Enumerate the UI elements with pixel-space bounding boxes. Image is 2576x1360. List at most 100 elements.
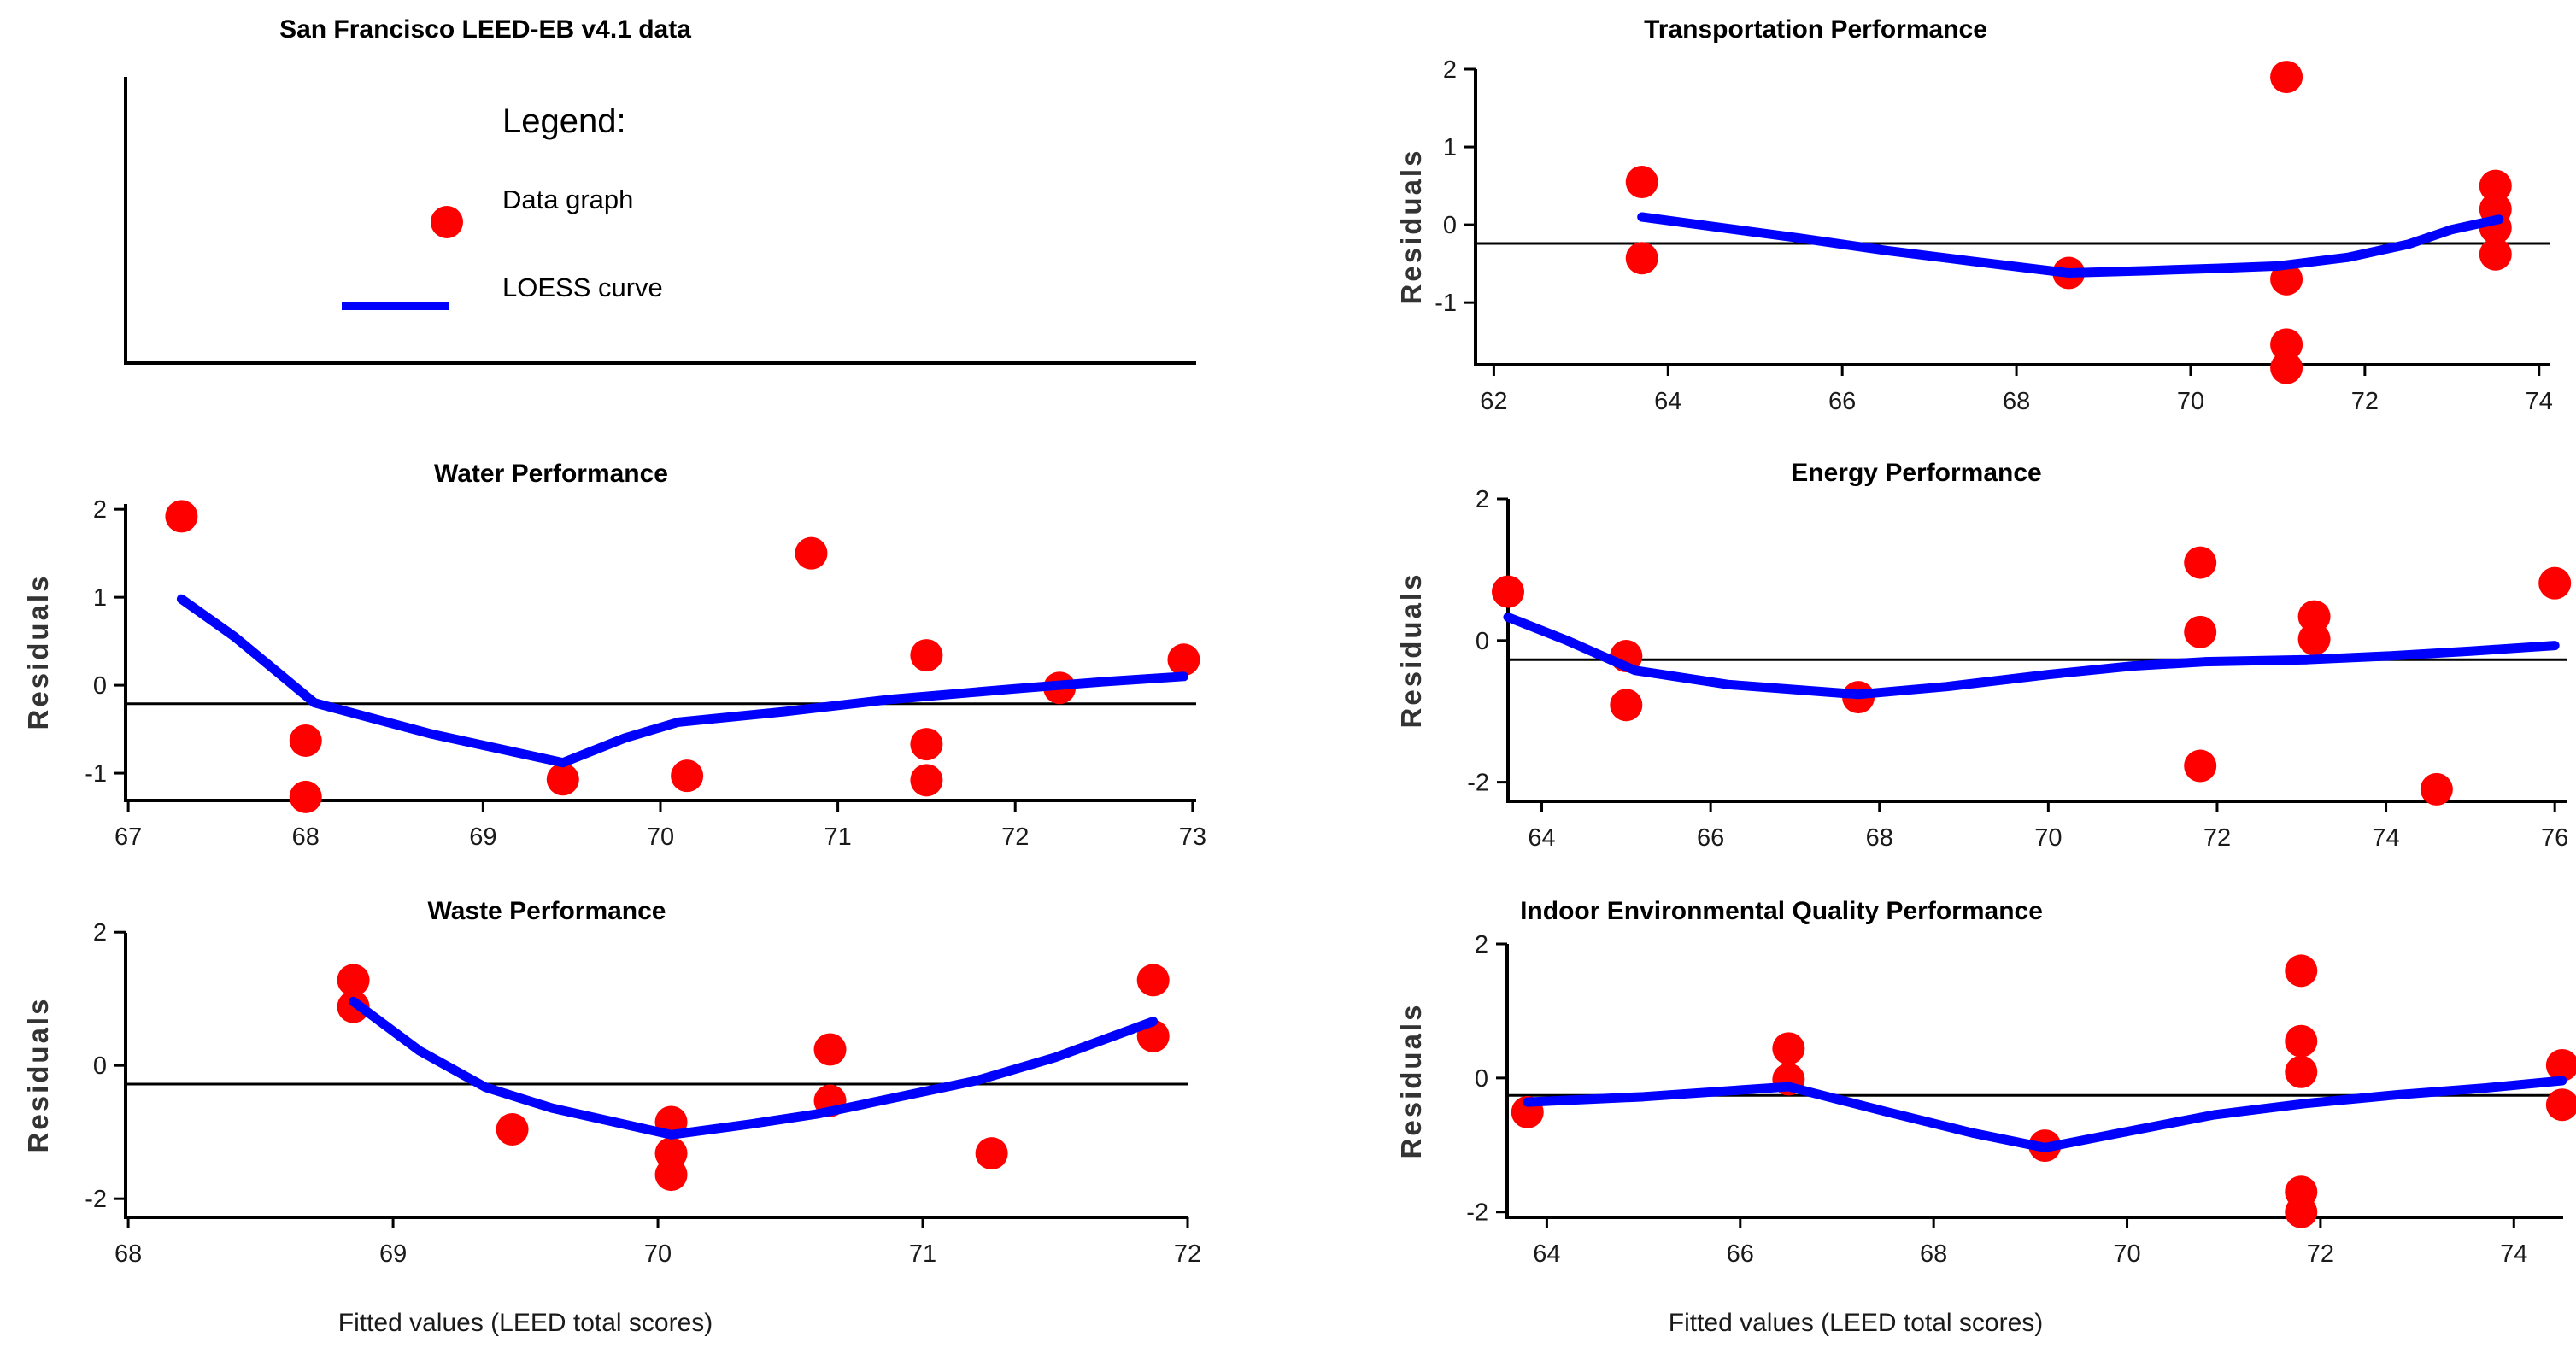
data-point	[1610, 689, 1643, 722]
x-tick-label: 74	[2372, 824, 2399, 852]
y-tick-label: 2	[1476, 486, 1489, 513]
data-point	[2270, 262, 2303, 296]
data-point	[1492, 575, 1524, 608]
panel-title-water: Water Performance	[434, 460, 668, 488]
x-tick-label: 68	[1866, 824, 1893, 852]
y-tick-label: -2	[1467, 770, 1489, 797]
panel-waste: -2 0 2 68 69 70 71 72	[85, 919, 1201, 1268]
x-tick-label: 72	[2351, 388, 2379, 415]
data-point	[2538, 566, 2572, 600]
data-point	[2479, 169, 2512, 202]
data-point	[2285, 954, 2318, 988]
data-point	[2545, 1048, 2576, 1082]
y-tick-label: 2	[93, 919, 107, 947]
data-point	[546, 763, 579, 796]
red-dot-icon	[431, 206, 463, 238]
data-point	[975, 1137, 1008, 1170]
y-tick-label: 0	[93, 672, 107, 700]
data-point	[2184, 546, 2217, 579]
axis	[1474, 69, 2550, 366]
loess-curve	[1503, 612, 2560, 700]
loess-curve	[176, 594, 1188, 768]
panel-ieq: -2 0 2 64 66 68 70 72 74	[1466, 931, 2576, 1268]
y-tick-label: 1	[93, 584, 107, 612]
data-point	[671, 759, 704, 793]
x-tick-label: 64	[1654, 388, 1681, 415]
data-point	[2545, 1088, 2576, 1122]
y-axis-label-transportation: Residuals	[1395, 148, 1427, 305]
data-point	[910, 764, 943, 797]
y-tick-label: 1	[1443, 134, 1457, 161]
legend-item-data-graph-label: Data graph	[502, 185, 634, 214]
data-point	[337, 964, 370, 997]
x-tick-label: 64	[1528, 824, 1555, 852]
data-point	[289, 724, 322, 757]
data-point	[1772, 1032, 1805, 1065]
y-tick-label: 2	[1475, 931, 1488, 958]
axis	[124, 504, 1196, 802]
axis	[1505, 944, 2563, 1219]
legend-panel-title: San Francisco LEED-EB v4.1 data	[279, 15, 691, 44]
x-tick-label: 70	[2113, 1240, 2140, 1268]
x-tick-label: 70	[644, 1240, 672, 1268]
x-tick-label: 72	[2307, 1240, 2334, 1268]
loess-curve	[1523, 1076, 2567, 1152]
x-tick-label: 68	[1920, 1240, 1947, 1268]
data-point	[2270, 61, 2303, 94]
x-tick-label: 66	[1697, 824, 1724, 852]
x-tick-label: 74	[2500, 1240, 2527, 1268]
x-tick-label: 67	[114, 824, 142, 851]
blue-line-icon	[342, 302, 449, 310]
y-tick-label: 2	[93, 496, 107, 524]
y-tick-label: 2	[1443, 56, 1457, 84]
data-point	[496, 1113, 529, 1146]
x-axis-label-left-column: Fitted values (LEED total scores)	[337, 1309, 713, 1337]
x-tick-label: 71	[909, 1240, 936, 1268]
data-point	[1625, 242, 1658, 275]
data-point	[813, 1033, 847, 1066]
data-point	[1625, 166, 1658, 199]
x-tick-label: 64	[1533, 1240, 1560, 1268]
data-point	[2285, 1055, 2318, 1088]
loess-curve	[1637, 212, 2504, 278]
y-tick-label: 0	[1475, 1065, 1488, 1093]
y-axis-label-waste: Residuals	[22, 996, 54, 1153]
loess-curve	[349, 996, 1159, 1140]
panel-title-energy: Energy Performance	[1791, 459, 2042, 487]
y-axis-label-ieq: Residuals	[1395, 1002, 1427, 1159]
data-point	[2297, 623, 2331, 656]
x-tick-label: 70	[647, 824, 674, 851]
data-point	[1167, 643, 1200, 677]
x-tick-label: 69	[379, 1240, 407, 1268]
x-tick-label: 74	[2526, 388, 2553, 415]
legend-panel-axis	[124, 77, 1196, 365]
x-tick-label: 76	[2541, 824, 2568, 852]
y-tick-label: -1	[1435, 290, 1457, 317]
x-tick-label: 73	[1179, 824, 1206, 851]
x-tick-label: 72	[2203, 824, 2231, 852]
y-tick-label: -2	[85, 1186, 107, 1213]
panel-energy: -2 0 2 64 66 68 70 72 74 76	[1467, 486, 2572, 852]
x-tick-label: 66	[1828, 388, 1856, 415]
y-tick-label: -2	[1466, 1199, 1488, 1227]
x-axis-label-right-column: Fitted values (LEED total scores)	[1668, 1309, 2044, 1337]
x-tick-label: 68	[114, 1240, 142, 1268]
x-tick-label: 62	[1480, 388, 1507, 415]
y-tick-label: -1	[85, 760, 107, 788]
data-point	[2479, 237, 2512, 271]
data-point	[795, 536, 828, 570]
x-tick-label: 70	[2177, 388, 2204, 415]
data-point	[2297, 600, 2331, 633]
x-tick-label: 72	[1001, 824, 1029, 851]
data-point	[2184, 749, 2217, 783]
panel-title-transportation: Transportation Performance	[1644, 15, 1987, 44]
data-point	[2184, 615, 2217, 648]
data-point	[2285, 1024, 2318, 1058]
y-axis-label-water: Residuals	[22, 573, 54, 730]
data-point	[2420, 772, 2453, 806]
y-tick-label: 0	[1443, 212, 1457, 239]
data-point	[2270, 328, 2303, 361]
panel-water: -1 0 1 2 67 68 69 70 71 72 73	[85, 496, 1206, 851]
legend-item-loess-curve-label: LOESS curve	[502, 273, 663, 302]
